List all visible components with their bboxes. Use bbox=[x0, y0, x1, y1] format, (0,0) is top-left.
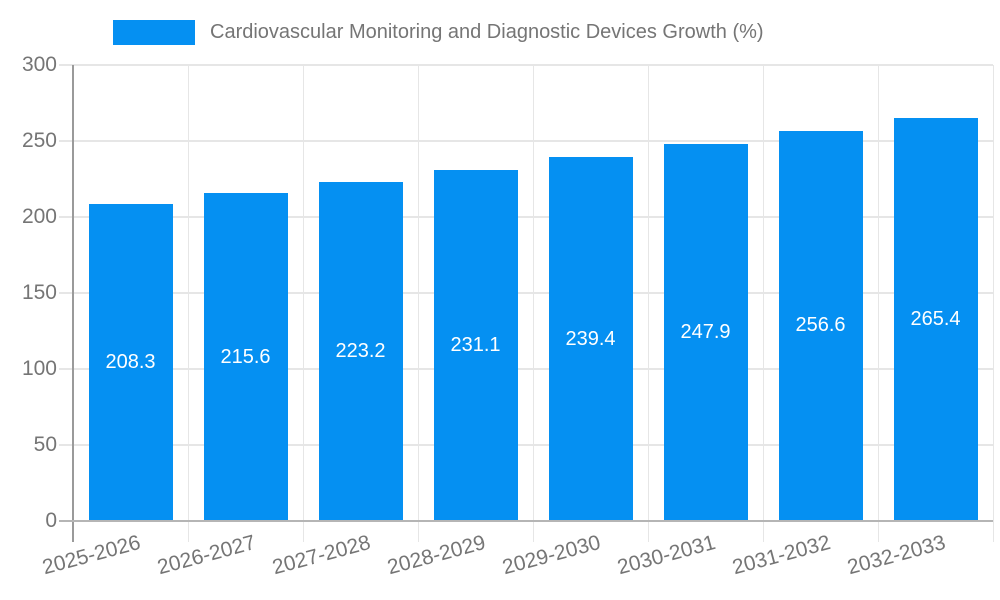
x-axis-baseline bbox=[59, 520, 993, 522]
y-axis-tick-label: 100 bbox=[21, 357, 57, 380]
y-axis-tick-label: 50 bbox=[33, 433, 57, 456]
y-gridline bbox=[59, 140, 993, 142]
bar-value-label: 265.4 bbox=[910, 307, 961, 330]
y-gridline bbox=[59, 444, 993, 446]
x-gridline bbox=[532, 65, 534, 542]
x-gridline bbox=[187, 65, 189, 542]
x-gridline bbox=[417, 65, 419, 542]
chart-bar-2027-2028[interactable]: 223.2 bbox=[318, 181, 403, 521]
x-gridline bbox=[877, 65, 879, 542]
x-gridline bbox=[762, 65, 764, 542]
y-axis-tick-label: 250 bbox=[21, 129, 57, 152]
y-axis-tick-label: 150 bbox=[21, 281, 57, 304]
y-axis-line bbox=[72, 65, 74, 542]
bar-value-label: 215.6 bbox=[220, 345, 271, 368]
chart-title: Cardiovascular Monitoring and Diagnostic… bbox=[210, 20, 764, 43]
y-gridline bbox=[59, 368, 993, 370]
y-axis-tick-label: 300 bbox=[21, 53, 57, 76]
y-gridline bbox=[59, 292, 993, 294]
y-gridline bbox=[59, 64, 993, 66]
bar-value-label: 256.6 bbox=[795, 314, 846, 337]
chart-bar-2028-2029[interactable]: 231.1 bbox=[433, 169, 518, 521]
bar-value-label: 239.4 bbox=[565, 327, 616, 350]
chart-bar-2025-2026[interactable]: 208.3 bbox=[88, 204, 173, 521]
chart-bar-2031-2032[interactable]: 256.6 bbox=[778, 130, 863, 521]
legend-swatch bbox=[113, 19, 195, 45]
bar-value-label: 247.9 bbox=[680, 321, 731, 344]
y-axis-tick-label: 200 bbox=[21, 205, 57, 228]
bar-value-label: 231.1 bbox=[450, 333, 501, 356]
legend: Cardiovascular Monitoring and Diagnostic… bbox=[113, 18, 764, 46]
x-gridline bbox=[992, 65, 994, 542]
bar-value-label: 208.3 bbox=[105, 351, 156, 374]
x-gridline bbox=[302, 65, 304, 542]
y-axis-tick-label: 0 bbox=[45, 509, 57, 532]
bar-value-label: 223.2 bbox=[335, 339, 386, 362]
y-gridline bbox=[59, 216, 993, 218]
chart-bar-2029-2030[interactable]: 239.4 bbox=[548, 157, 633, 521]
x-gridline bbox=[647, 65, 649, 542]
chart-bar-2026-2027[interactable]: 215.6 bbox=[203, 193, 288, 521]
chart-bar-2030-2031[interactable]: 247.9 bbox=[663, 144, 748, 521]
chart-bar-2032-2033[interactable]: 265.4 bbox=[893, 117, 978, 521]
